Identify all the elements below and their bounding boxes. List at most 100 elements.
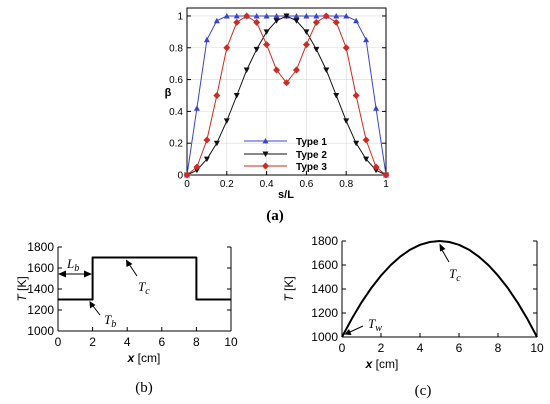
panel-b-x-tick-label: 8 xyxy=(193,335,200,349)
lb-arrow-right-icon xyxy=(84,270,92,278)
legend-label-type-3: Type 3 xyxy=(296,162,327,173)
data-point-type-1 xyxy=(223,12,230,19)
data-point-type-2 xyxy=(343,118,350,124)
data-point-type-3 xyxy=(243,12,251,20)
panel-b-x-tick-label: 4 xyxy=(124,335,131,349)
panel-c-x-tick-label: 0 xyxy=(339,341,346,355)
data-point-type-2 xyxy=(333,92,340,99)
panel-b-series xyxy=(58,256,231,301)
tc-arrow-c-head-icon xyxy=(439,243,446,252)
data-point-type-1 xyxy=(303,12,310,19)
data-point-type-3 xyxy=(213,91,221,99)
data-point-type-1 xyxy=(373,105,380,111)
data-point-type-2 xyxy=(263,29,270,35)
data-point-type-2 xyxy=(363,156,370,163)
data-point-type-3 xyxy=(312,18,320,26)
panel-b-y-tick-label: 1000 xyxy=(27,324,54,338)
data-point-type-3 xyxy=(362,136,370,144)
panel-c-ticks: 1000 1200 1400 1600 1800 0 2 4 6 8 10 xyxy=(311,234,544,355)
panel-b-y-tick-label: 1800 xyxy=(27,240,54,254)
x-tick-label: 1 xyxy=(383,179,389,190)
panel-a-xlabel: s/L xyxy=(278,189,294,201)
data-point-type-1 xyxy=(333,12,340,19)
tc-label-b: Tc xyxy=(138,279,150,297)
panel-c-y-tick-label: 1800 xyxy=(311,234,338,248)
data-point-type-3 xyxy=(382,171,390,179)
data-point-type-2 xyxy=(353,140,360,147)
panel-b-ticks: 1000 1200 1400 1600 1800 0 2 4 6 8 10 xyxy=(27,240,238,349)
panel-b-x-tick-label: 2 xyxy=(89,335,96,349)
data-point-type-3 xyxy=(283,79,290,87)
panel-b-x-tick-label: 6 xyxy=(158,335,165,349)
panel-b-y-tick-label: 1200 xyxy=(27,303,54,317)
x-tick-label: 0.4 xyxy=(260,179,274,190)
y-tick-label: 0.4 xyxy=(169,107,183,118)
panel-c-caption: (c) xyxy=(415,383,432,399)
data-point-type-2 xyxy=(243,67,250,74)
panel-a-series xyxy=(183,12,390,179)
panel-c-x-tick-label: 10 xyxy=(530,341,544,355)
panel-a-legend: Type 1 Type 2 Type 3 xyxy=(244,137,327,173)
data-point-type-3 xyxy=(372,163,380,171)
data-point-type-1 xyxy=(273,12,280,19)
data-point-type-3 xyxy=(183,171,191,179)
x-tick-label: 0 xyxy=(184,179,190,190)
legend-label-type-2: Type 2 xyxy=(296,150,327,161)
panel-b-ylabel: T [K] xyxy=(15,276,29,301)
data-point-type-3 xyxy=(253,18,261,26)
data-point-type-1 xyxy=(253,12,260,19)
tw-label: Tw xyxy=(368,316,382,334)
x-tick-label: 0.6 xyxy=(299,179,313,190)
legend-marker-type-2 xyxy=(262,151,269,157)
panel-b-x-tick-label: 10 xyxy=(224,335,238,349)
data-point-type-1 xyxy=(343,12,350,19)
tc-annotation-b: Tc xyxy=(126,259,150,297)
tw-annotation: Tw xyxy=(344,316,382,335)
panel-a-gridlines xyxy=(187,8,386,176)
tb-label: Tb xyxy=(104,312,116,330)
data-point-type-3 xyxy=(302,41,310,49)
x-tick-label: 0.2 xyxy=(220,179,234,190)
panel-b: 1000 1200 1400 1600 1800 0 2 4 6 8 10 T [K] x [cm]… xyxy=(15,240,238,396)
panel-c: 1000 1200 1400 1600 1800 0 2 4 6 8 10 T [K] x [cm]… xyxy=(282,234,544,399)
panel-c-x-tick-label: 2 xyxy=(378,341,385,355)
y-tick-label: 0.6 xyxy=(169,75,183,86)
panel-b-caption: (b) xyxy=(135,380,153,396)
tb-arrow-shaft xyxy=(92,305,101,316)
data-point-type-3 xyxy=(193,163,201,171)
panel-c-temperature-line xyxy=(341,240,538,338)
y-tick-label: 0.8 xyxy=(169,43,183,54)
panel-a: 0 0.2 0.4 0.6 0.8 1 0 0.2 0.4 0.6 0.8 1 β s/L Type … xyxy=(165,7,390,224)
data-point-type-3 xyxy=(273,66,281,74)
lb-annotation: Lb xyxy=(58,256,92,278)
panel-c-y-tick-label: 1400 xyxy=(311,282,338,296)
legend-marker-type-1 xyxy=(262,138,269,144)
data-point-type-2 xyxy=(223,118,230,124)
panel-c-x-tick-label: 4 xyxy=(417,341,424,355)
y-tick-label: 0.2 xyxy=(169,139,183,150)
panel-c-y-tick-label: 1600 xyxy=(311,258,338,272)
data-point-type-3 xyxy=(352,91,360,99)
panel-a-plot-frame xyxy=(186,7,387,176)
data-point-type-2 xyxy=(203,156,210,163)
tc-arrow-b-shaft xyxy=(128,263,138,277)
panel-b-xlabel: x [cm] xyxy=(127,351,161,365)
panel-c-xlabel: x [cm] xyxy=(365,357,399,371)
data-point-type-3 xyxy=(233,18,241,26)
legend-marker-type-3 xyxy=(262,162,269,170)
tb-annotation: Tb xyxy=(89,301,116,330)
data-point-type-1 xyxy=(353,17,360,24)
data-point-type-2 xyxy=(303,29,310,35)
data-point-type-2 xyxy=(213,140,220,147)
tc-label-c: Tc xyxy=(449,266,461,284)
data-point-type-1 xyxy=(293,12,300,19)
legend-entry-type-2: Type 2 xyxy=(244,150,327,161)
data-point-type-3 xyxy=(203,136,211,144)
data-point-type-2 xyxy=(313,46,320,53)
legend-entry-type-3: Type 3 xyxy=(244,162,327,173)
tc-arrow-b-head-icon xyxy=(126,259,133,267)
y-tick-label: 0 xyxy=(177,171,183,182)
data-point-type-3 xyxy=(342,44,350,52)
tw-arrow-head-icon xyxy=(344,329,352,335)
